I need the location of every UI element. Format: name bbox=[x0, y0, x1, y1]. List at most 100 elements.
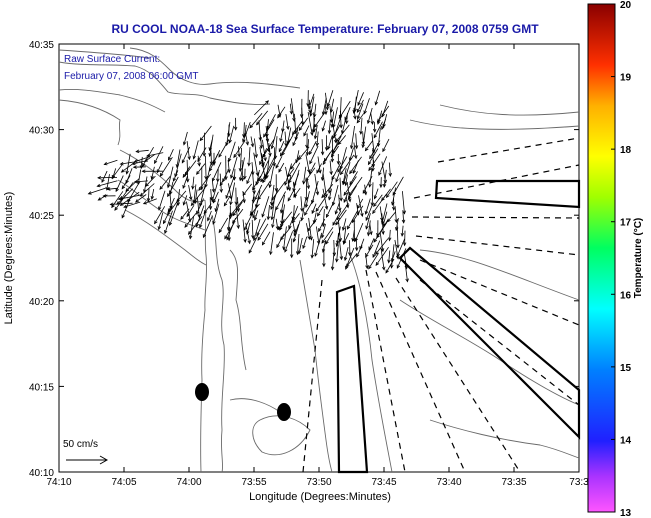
current-arrow bbox=[251, 219, 254, 239]
current-arrow bbox=[144, 154, 155, 162]
current-arrow-head bbox=[101, 178, 105, 183]
current-arrow-head bbox=[292, 229, 297, 234]
current-arrow bbox=[290, 98, 295, 122]
current-arrow-head bbox=[254, 196, 258, 201]
current-arrow bbox=[365, 198, 371, 215]
current-arrow bbox=[212, 191, 219, 203]
current-arrow bbox=[304, 199, 315, 216]
current-arrow bbox=[186, 204, 195, 217]
current-arrow-head bbox=[218, 153, 222, 158]
current-arrow bbox=[254, 184, 263, 200]
current-arrow bbox=[402, 191, 405, 214]
current-arrow-head bbox=[298, 126, 303, 131]
current-arrow-head bbox=[111, 175, 116, 180]
current-arrow-head bbox=[225, 142, 229, 147]
current-arrow bbox=[265, 126, 269, 142]
current-arrow bbox=[314, 111, 326, 128]
current-arrow-head bbox=[379, 184, 383, 189]
current-arrow-head bbox=[249, 124, 254, 129]
current-arrow bbox=[402, 210, 405, 223]
current-arrow bbox=[252, 197, 260, 218]
current-arrow-head bbox=[233, 126, 238, 131]
current-arrow bbox=[275, 191, 286, 210]
current-arrow bbox=[316, 163, 322, 174]
current-arrow bbox=[226, 217, 236, 240]
current-arrow-head bbox=[401, 219, 406, 224]
current-arrow-head bbox=[349, 170, 353, 175]
current-arrow-head bbox=[159, 186, 164, 190]
current-arrow bbox=[158, 190, 166, 210]
current-arrow bbox=[331, 145, 339, 158]
current-arrow-head bbox=[182, 184, 186, 189]
current-arrow-head bbox=[259, 161, 263, 166]
current-arrow bbox=[381, 118, 386, 130]
current-arrow-head bbox=[356, 253, 360, 258]
colorbar-tick-label: 17 bbox=[620, 218, 632, 229]
current-arrow-head bbox=[331, 176, 335, 181]
current-arrow bbox=[375, 246, 389, 266]
current-arrow-head bbox=[385, 194, 390, 199]
current-arrow-head bbox=[290, 165, 294, 170]
current-arrow bbox=[177, 189, 180, 206]
current-arrow-head bbox=[315, 191, 320, 196]
current-arrow-head bbox=[270, 201, 274, 206]
current-arrow bbox=[274, 136, 278, 159]
current-arrow bbox=[279, 218, 285, 231]
current-arrow-head bbox=[121, 214, 125, 219]
current-arrow bbox=[325, 231, 334, 245]
current-arrow-head bbox=[125, 170, 129, 175]
current-arrow bbox=[285, 114, 289, 130]
current-arrow bbox=[331, 111, 335, 128]
current-arrow-head bbox=[202, 152, 207, 157]
current-arrow bbox=[293, 219, 301, 242]
current-arrow bbox=[389, 229, 391, 241]
current-arrow bbox=[104, 159, 118, 165]
current-arrow bbox=[143, 176, 148, 193]
current-arrow bbox=[278, 141, 285, 152]
current-arrow-head bbox=[328, 189, 332, 194]
current-arrow-head bbox=[202, 234, 207, 239]
current-arrow bbox=[154, 206, 166, 224]
current-arrow-head bbox=[381, 126, 385, 131]
legend-line-1: Raw Surface Current: bbox=[64, 54, 160, 65]
colorbar-tick-label: 20 bbox=[620, 0, 632, 11]
current-arrow-head bbox=[300, 217, 304, 222]
current-arrow bbox=[308, 217, 312, 240]
current-arrow bbox=[396, 238, 405, 257]
current-arrow bbox=[193, 140, 199, 159]
current-arrow bbox=[288, 162, 301, 183]
current-arrow-head bbox=[327, 130, 332, 135]
current-arrow bbox=[142, 146, 154, 167]
current-arrow bbox=[328, 119, 331, 134]
current-arrow bbox=[391, 187, 396, 205]
current-arrow-head bbox=[168, 221, 173, 227]
current-arrow bbox=[385, 258, 395, 274]
current-arrow-head bbox=[303, 132, 307, 137]
current-arrow-head bbox=[334, 210, 339, 215]
current-arrow bbox=[230, 182, 235, 205]
current-arrow-head bbox=[304, 196, 309, 201]
current-arrow-head bbox=[187, 230, 192, 235]
current-arrow bbox=[118, 194, 140, 200]
current-arrow bbox=[167, 176, 179, 197]
current-arrow bbox=[332, 247, 335, 270]
marker-dot bbox=[277, 403, 291, 421]
current-arrow bbox=[151, 189, 155, 200]
current-arrow-head bbox=[225, 194, 229, 200]
current-arrow bbox=[253, 152, 259, 176]
current-arrow bbox=[329, 105, 332, 123]
current-arrow-head bbox=[204, 176, 208, 181]
current-arrow bbox=[327, 135, 333, 150]
current-arrow bbox=[339, 110, 342, 128]
current-arrow bbox=[342, 168, 347, 185]
current-arrow bbox=[277, 106, 286, 119]
current-arrow bbox=[229, 198, 245, 217]
current-arrow-head bbox=[343, 191, 348, 196]
current-arrow-head bbox=[368, 183, 372, 188]
current-arrow-head bbox=[146, 198, 151, 203]
current-arrow-head bbox=[304, 204, 309, 209]
current-arrow-head bbox=[271, 196, 275, 201]
current-arrow bbox=[217, 168, 219, 182]
current-arrow-head bbox=[263, 133, 267, 138]
current-arrow bbox=[228, 141, 236, 162]
